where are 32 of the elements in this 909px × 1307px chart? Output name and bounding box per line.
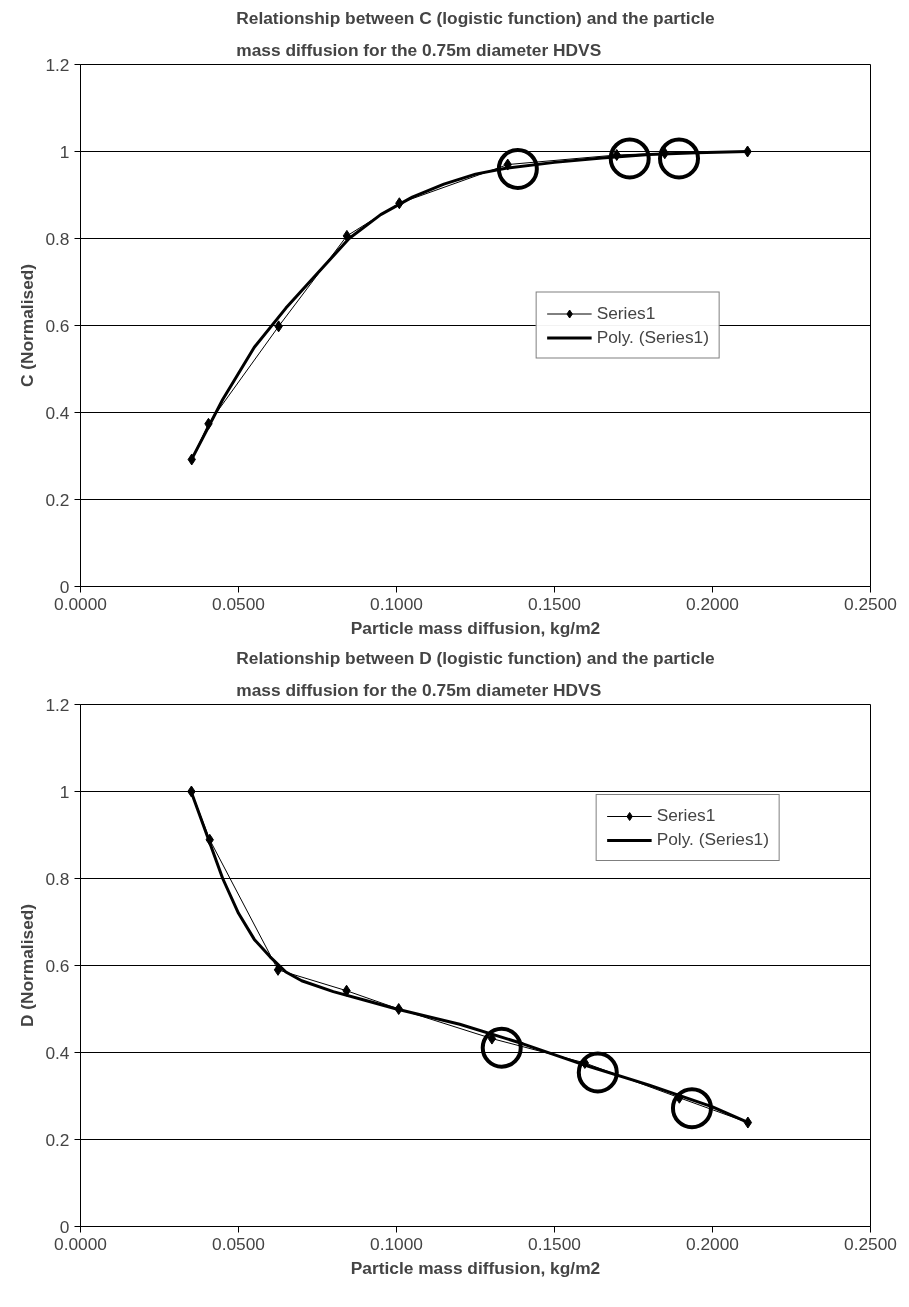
x-tick-label: 0.0500 (212, 1233, 265, 1254)
y-tick-label: 0.6 (45, 955, 70, 976)
y-tick-label: 0.2 (45, 489, 70, 510)
x-tick-label: 0.2500 (844, 593, 897, 614)
y-tick-label: 0.2 (45, 1129, 70, 1150)
y-tick-label: 0.4 (45, 1042, 70, 1063)
y-axis-title: C (Normalised) (17, 263, 38, 388)
y-tick-label: 1 (59, 141, 70, 162)
chart-title: Relationship between D (logistic function) and the particle mass diffusion for the 0.75m diameter HDVS (236, 647, 716, 700)
x-tick-label: 0.1500 (528, 1233, 581, 1254)
legend-label: Series1 (656, 805, 716, 826)
x-tick-label: 0.1000 (370, 593, 423, 614)
chart-title: Relationship between C (logistic function) and the particle mass diffusion for the 0.75m diameter HDVS (236, 7, 716, 60)
y-tick-label: 1.2 (45, 54, 70, 75)
legend-label: Poly. (Series1) (656, 829, 769, 850)
y-tick-label: 1 (59, 781, 70, 802)
legend-label: Poly. (Series1) (596, 326, 709, 348)
legend-label: Series1 (596, 302, 656, 324)
y-tick-label: 1.2 (45, 694, 70, 715)
x-axis-title: Particle mass diffusion, kg/m2 (350, 1257, 601, 1278)
y-axis-title: D (Normalised) (17, 903, 38, 1028)
x-tick-label: 0.2000 (686, 1233, 739, 1254)
x-tick-label: 0.0500 (212, 593, 265, 614)
x-tick-label: 0.1500 (528, 593, 581, 614)
y-tick-label: 0.8 (45, 868, 70, 889)
y-tick-label: 0.4 (45, 402, 70, 423)
x-axis-title: Particle mass diffusion, kg/m2 (350, 617, 601, 638)
x-tick-label: 0.1000 (370, 1233, 423, 1254)
y-tick-label: 0.8 (45, 228, 70, 249)
y-tick-label: 0.6 (45, 315, 70, 336)
x-tick-label: 0.2500 (844, 1233, 897, 1254)
x-tick-label: 0.2000 (686, 593, 739, 614)
